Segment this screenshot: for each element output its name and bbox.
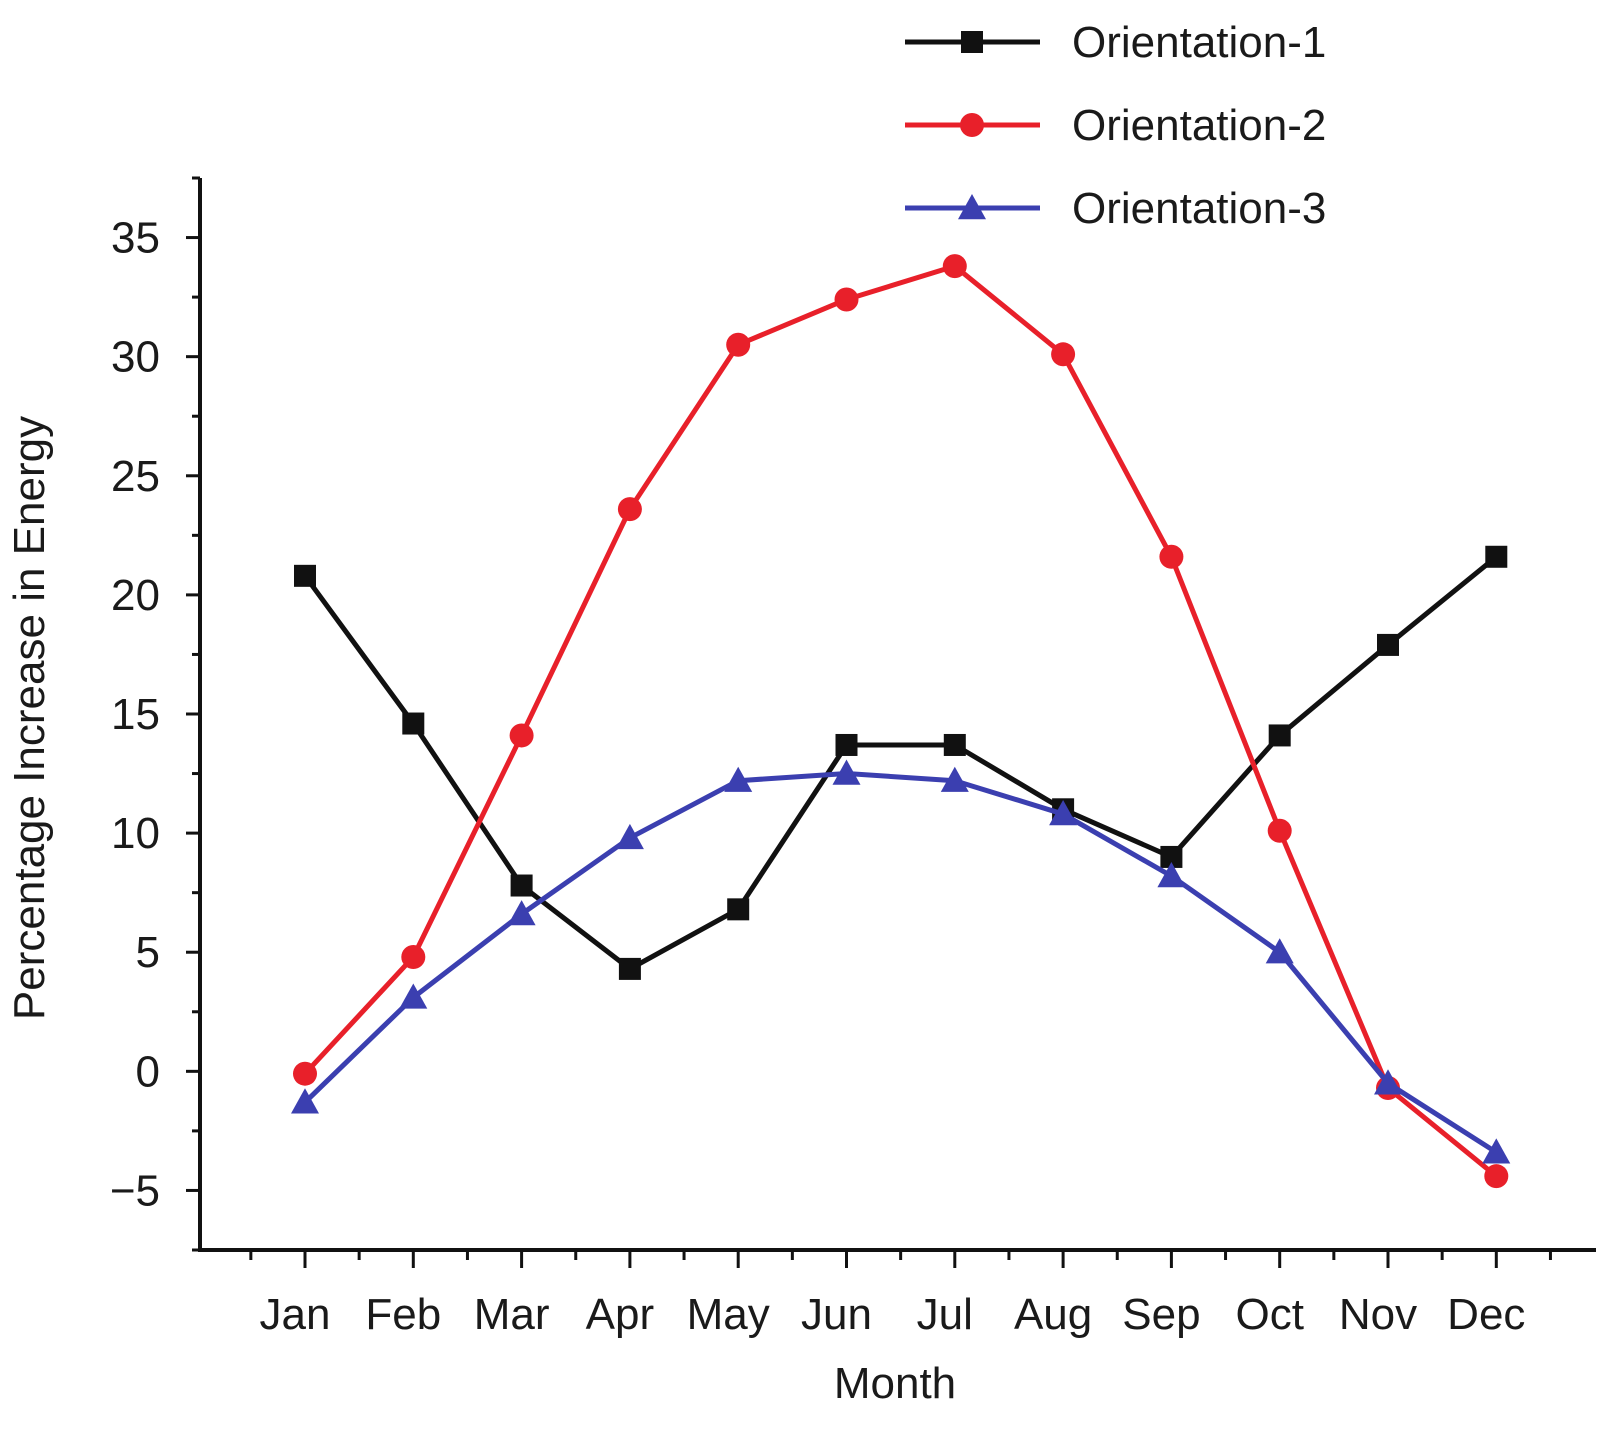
- data-point: [1265, 938, 1294, 964]
- legend-item: Orientation-3: [905, 184, 1326, 233]
- x-tick-label: Aug: [1014, 1290, 1092, 1339]
- x-tick-label: Mar: [474, 1290, 550, 1339]
- data-point: [293, 1061, 317, 1086]
- y-tick-label: 10: [111, 809, 160, 858]
- y-tick-label: 35: [111, 214, 160, 263]
- data-point: [724, 766, 753, 792]
- series-orientation-2: [293, 254, 1509, 1189]
- legend-marker: [961, 31, 983, 53]
- data-point: [402, 712, 425, 735]
- data-point: [291, 1088, 319, 1114]
- x-axis-title: Month: [834, 1359, 956, 1408]
- y-tick-label: 5: [136, 928, 160, 977]
- data-point: [942, 254, 967, 279]
- data-point: [1160, 845, 1183, 868]
- legend-label: Orientation-3: [1072, 184, 1326, 233]
- legend-label: Orientation-2: [1072, 101, 1326, 150]
- data-point: [1051, 342, 1076, 367]
- x-tick-label: Jan: [260, 1290, 331, 1339]
- data-point: [617, 497, 642, 522]
- data-point: [509, 723, 534, 748]
- data-point: [615, 823, 644, 850]
- y-tick-label: 30: [111, 333, 160, 382]
- legend-label: Orientation-1: [1072, 18, 1326, 67]
- x-tick-label: Apr: [586, 1290, 654, 1339]
- data-point: [834, 287, 859, 312]
- x-tick-label: Feb: [365, 1290, 441, 1339]
- series-orientation-1: [294, 545, 1508, 980]
- legend-marker: [958, 194, 986, 220]
- data-point: [1049, 800, 1078, 826]
- data-point: [726, 332, 751, 357]
- axes: 35 30 25 20 15 10 5 0 −5 Jan Feb Mar Apr May Jun Jul Aug…: [110, 176, 1596, 1339]
- data-point: [943, 733, 966, 756]
- y-tick-label: −5: [110, 1166, 160, 1215]
- data-point: [294, 564, 316, 587]
- data-point: [507, 900, 536, 926]
- y-tick-label: 20: [111, 571, 160, 620]
- data-point: [1159, 544, 1184, 569]
- y-tick-label: 25: [111, 452, 160, 501]
- data-point: [399, 983, 428, 1009]
- data-point: [940, 766, 969, 792]
- data-point: [1482, 1138, 1511, 1164]
- x-tick-label: Jun: [801, 1290, 872, 1339]
- data-point: [1267, 818, 1292, 843]
- series-orientation-3: [291, 759, 1511, 1164]
- legend-item: Orientation-1: [905, 18, 1326, 67]
- x-tick-label: Jul: [917, 1290, 973, 1339]
- data-point: [1485, 545, 1508, 568]
- data-point: [510, 874, 533, 897]
- series-line: [303, 771, 1498, 1155]
- data-point: [1377, 633, 1399, 656]
- x-tick-label: Dec: [1447, 1290, 1525, 1339]
- series-line: [302, 554, 1498, 972]
- data-point: [832, 759, 861, 785]
- data-point: [835, 733, 858, 756]
- data-point: [1157, 861, 1186, 888]
- data-point: [1484, 1164, 1509, 1189]
- y-tick-label: 0: [136, 1047, 160, 1096]
- data-point: [401, 944, 426, 969]
- series-line: [303, 263, 1498, 1179]
- data-point: [1374, 1069, 1402, 1095]
- x-tick-label: Nov: [1339, 1290, 1417, 1339]
- data-point: [1268, 724, 1291, 747]
- data-point: [618, 957, 641, 980]
- data-point: [727, 898, 750, 921]
- series-layer: [291, 254, 1511, 1189]
- legend-item: Orientation-2: [905, 101, 1326, 150]
- x-tick-label: Oct: [1235, 1290, 1303, 1339]
- x-tick-label: May: [687, 1290, 770, 1339]
- legend-marker: [960, 113, 984, 137]
- y-axis-title: Percentage Increase in Energy: [5, 416, 54, 1020]
- legend: Orientation-1 Orientation-2 Orientation-3: [905, 18, 1326, 233]
- y-tick-label: 15: [111, 690, 160, 739]
- x-tick-label: Sep: [1122, 1290, 1200, 1339]
